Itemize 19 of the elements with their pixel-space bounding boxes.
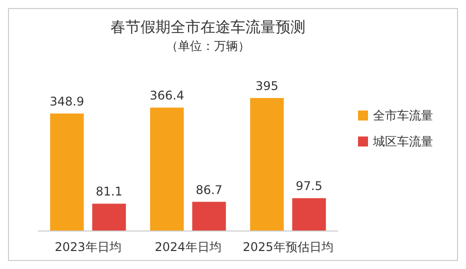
bar — [92, 204, 126, 231]
bar — [292, 198, 326, 231]
x-tick-label: 2023年日均 — [54, 240, 122, 254]
data-label: 366.4 — [150, 88, 184, 103]
bar — [250, 98, 284, 231]
bar — [192, 202, 226, 231]
chart-title: 春节假期全市在途车流量预测 — [110, 18, 306, 36]
data-label: 86.7 — [196, 182, 222, 197]
bar — [50, 114, 84, 231]
x-tick-label: 2025年预估日均 — [242, 240, 334, 254]
legend-label: 城区车流量 — [372, 134, 433, 148]
chart-subtitle: （单位：万辆） — [166, 39, 250, 53]
data-label: 395 — [255, 79, 278, 93]
data-label: 348.9 — [50, 94, 84, 109]
legend-label: 全市车流量 — [373, 108, 433, 122]
x-tick-label: 2024年日均 — [154, 240, 222, 254]
data-label: 81.1 — [96, 184, 122, 199]
bar — [150, 108, 184, 231]
data-label: 97.5 — [296, 179, 322, 194]
